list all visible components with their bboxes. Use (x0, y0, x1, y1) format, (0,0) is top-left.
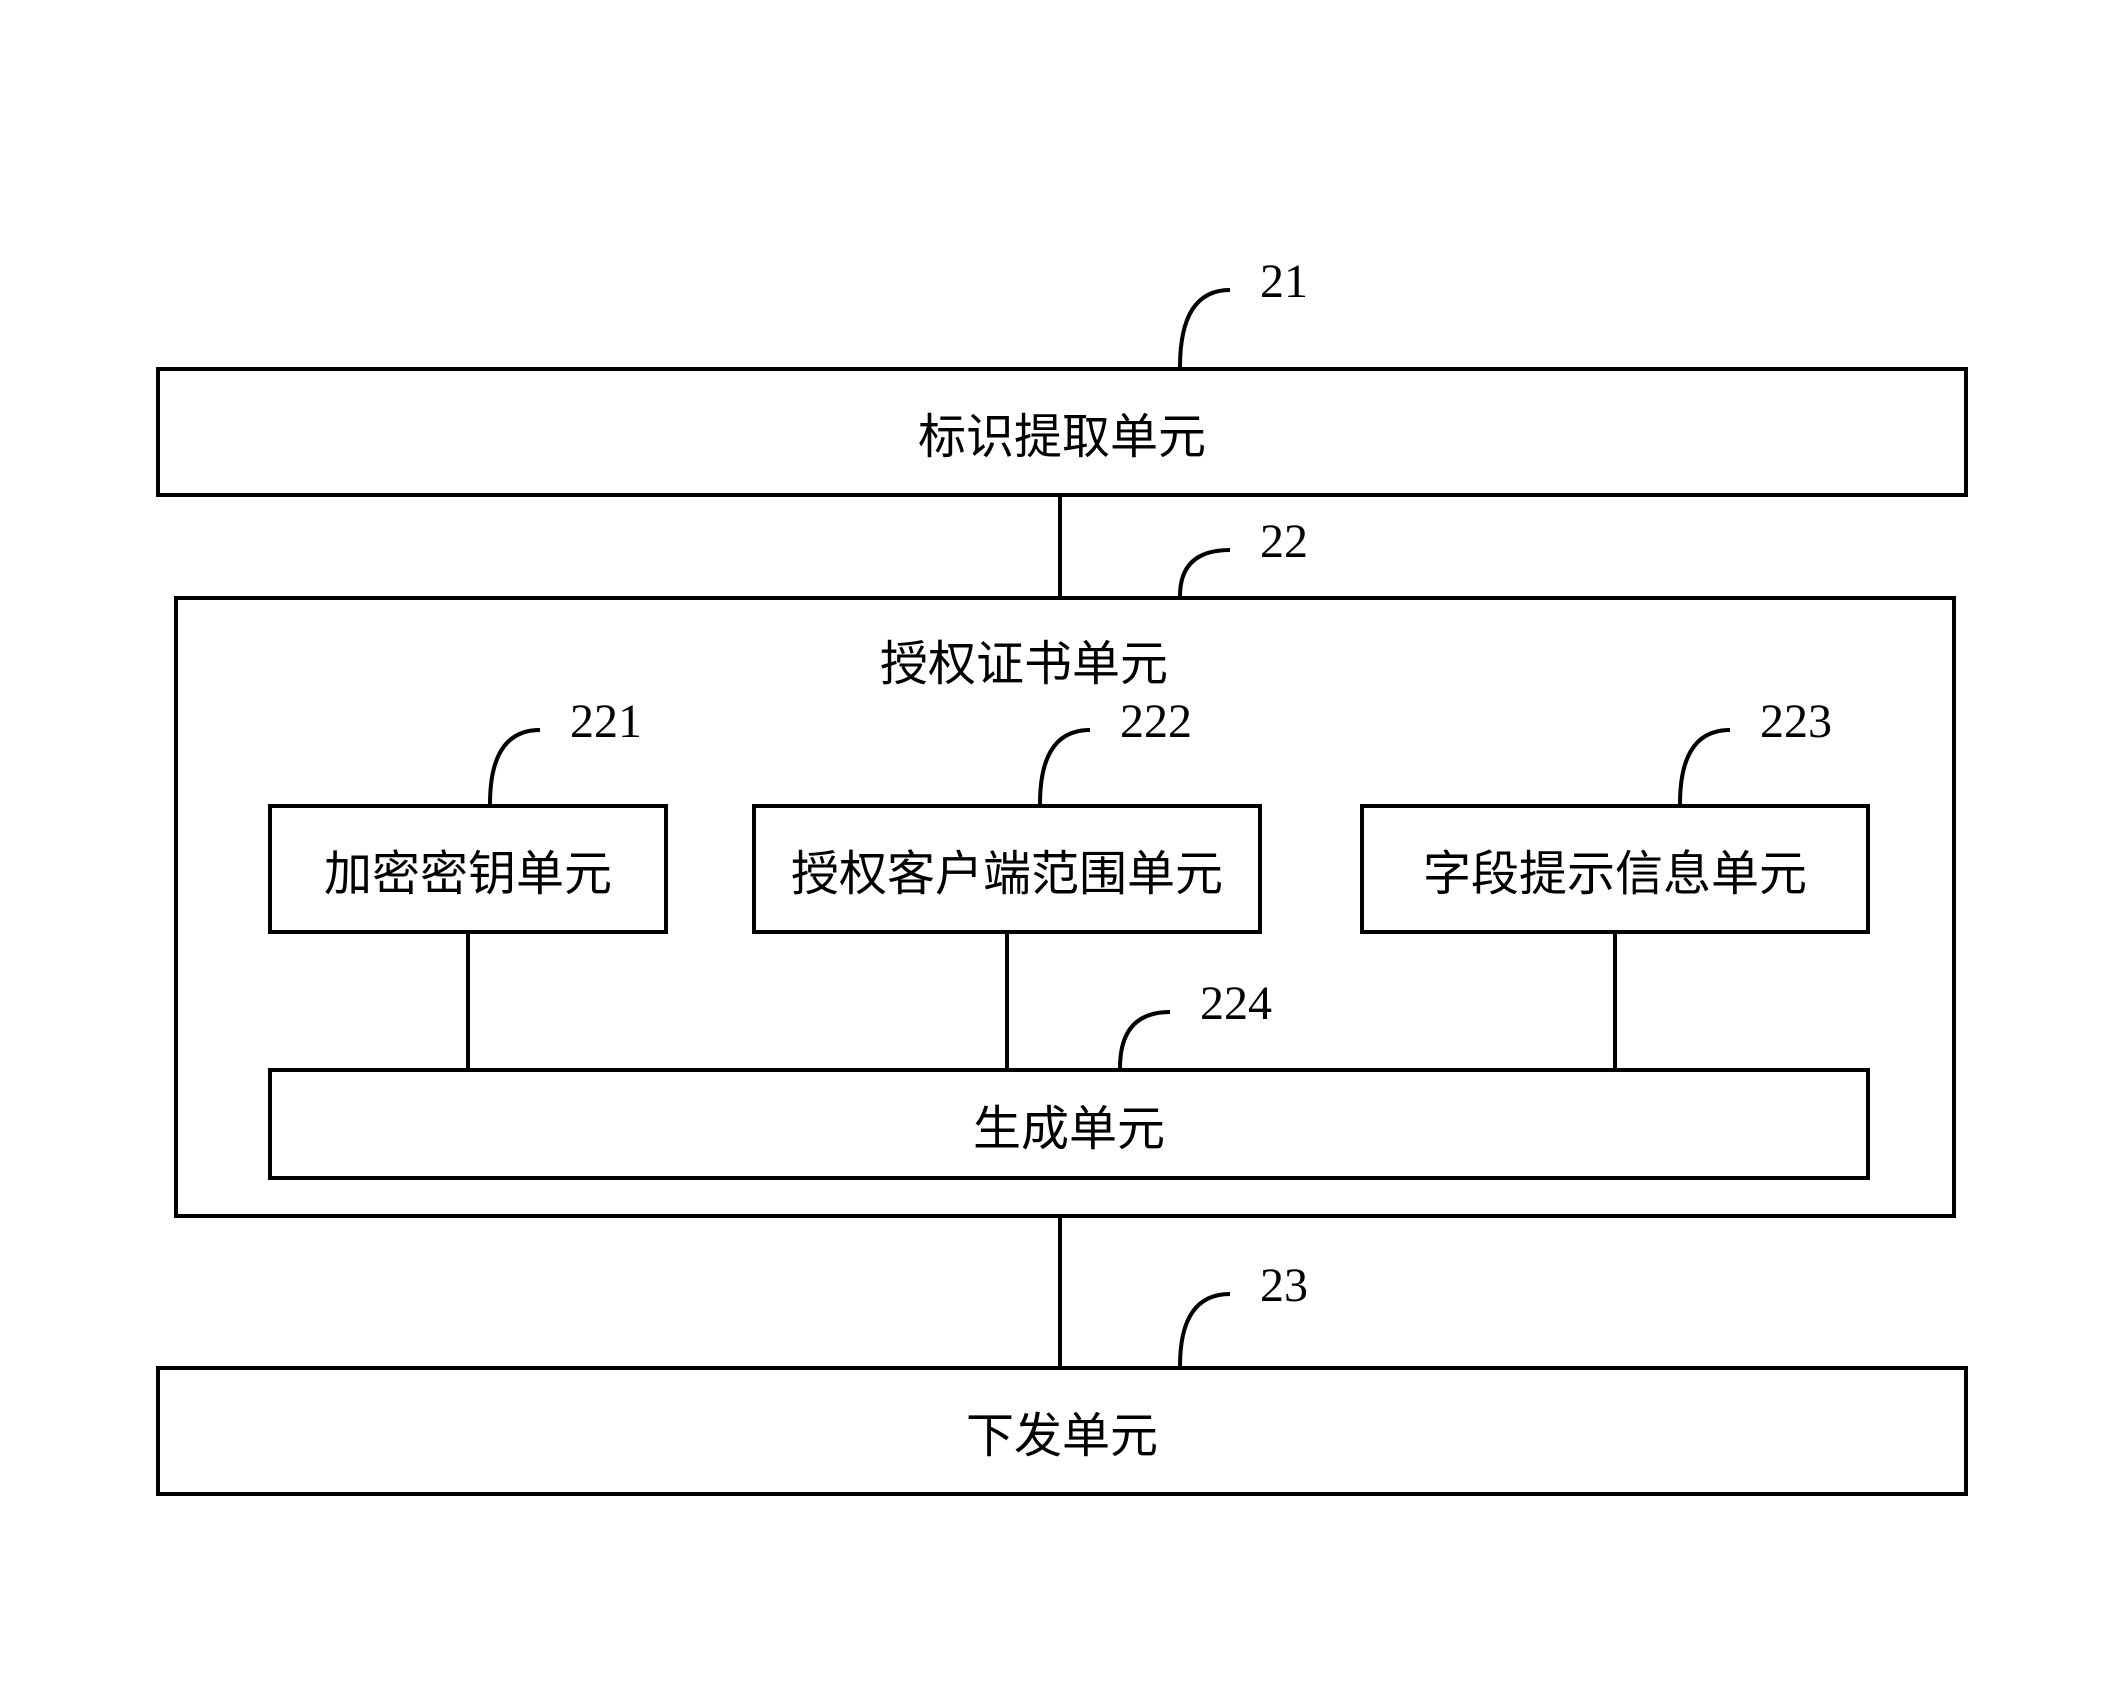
callout-224: 224 (1200, 976, 1272, 1031)
box-21: 标识提取单元 (156, 367, 1968, 497)
box-21-label: 标识提取单元 (918, 397, 1206, 467)
box-23: 下发单元 (156, 1366, 1968, 1496)
box-222: 授权客户端范围单元 (752, 804, 1262, 934)
callout-hook-22 (1180, 550, 1230, 596)
callout-22: 22 (1260, 514, 1308, 569)
callout-223: 223 (1760, 694, 1832, 749)
callout-221: 221 (570, 694, 642, 749)
box-224-label: 生成单元 (973, 1089, 1165, 1159)
box-23-label: 下发单元 (966, 1396, 1158, 1466)
box-223: 字段提示信息单元 (1360, 804, 1870, 934)
callout-21: 21 (1260, 254, 1308, 309)
callout-hook-21 (1180, 290, 1230, 367)
box-221: 加密密钥单元 (268, 804, 668, 934)
block-diagram: 标识提取单元 授权证书单元 加密密钥单元 授权客户端范围单元 字段提示信息单元 … (0, 0, 2127, 1691)
box-222-label: 授权客户端范围单元 (791, 834, 1223, 904)
box-22-label: 授权证书单元 (874, 624, 1174, 694)
box-223-label: 字段提示信息单元 (1423, 834, 1807, 904)
callout-hook-23 (1180, 1294, 1230, 1366)
box-224: 生成单元 (268, 1068, 1870, 1180)
callout-222: 222 (1120, 694, 1192, 749)
box-221-label: 加密密钥单元 (324, 834, 612, 904)
callout-23: 23 (1260, 1258, 1308, 1313)
